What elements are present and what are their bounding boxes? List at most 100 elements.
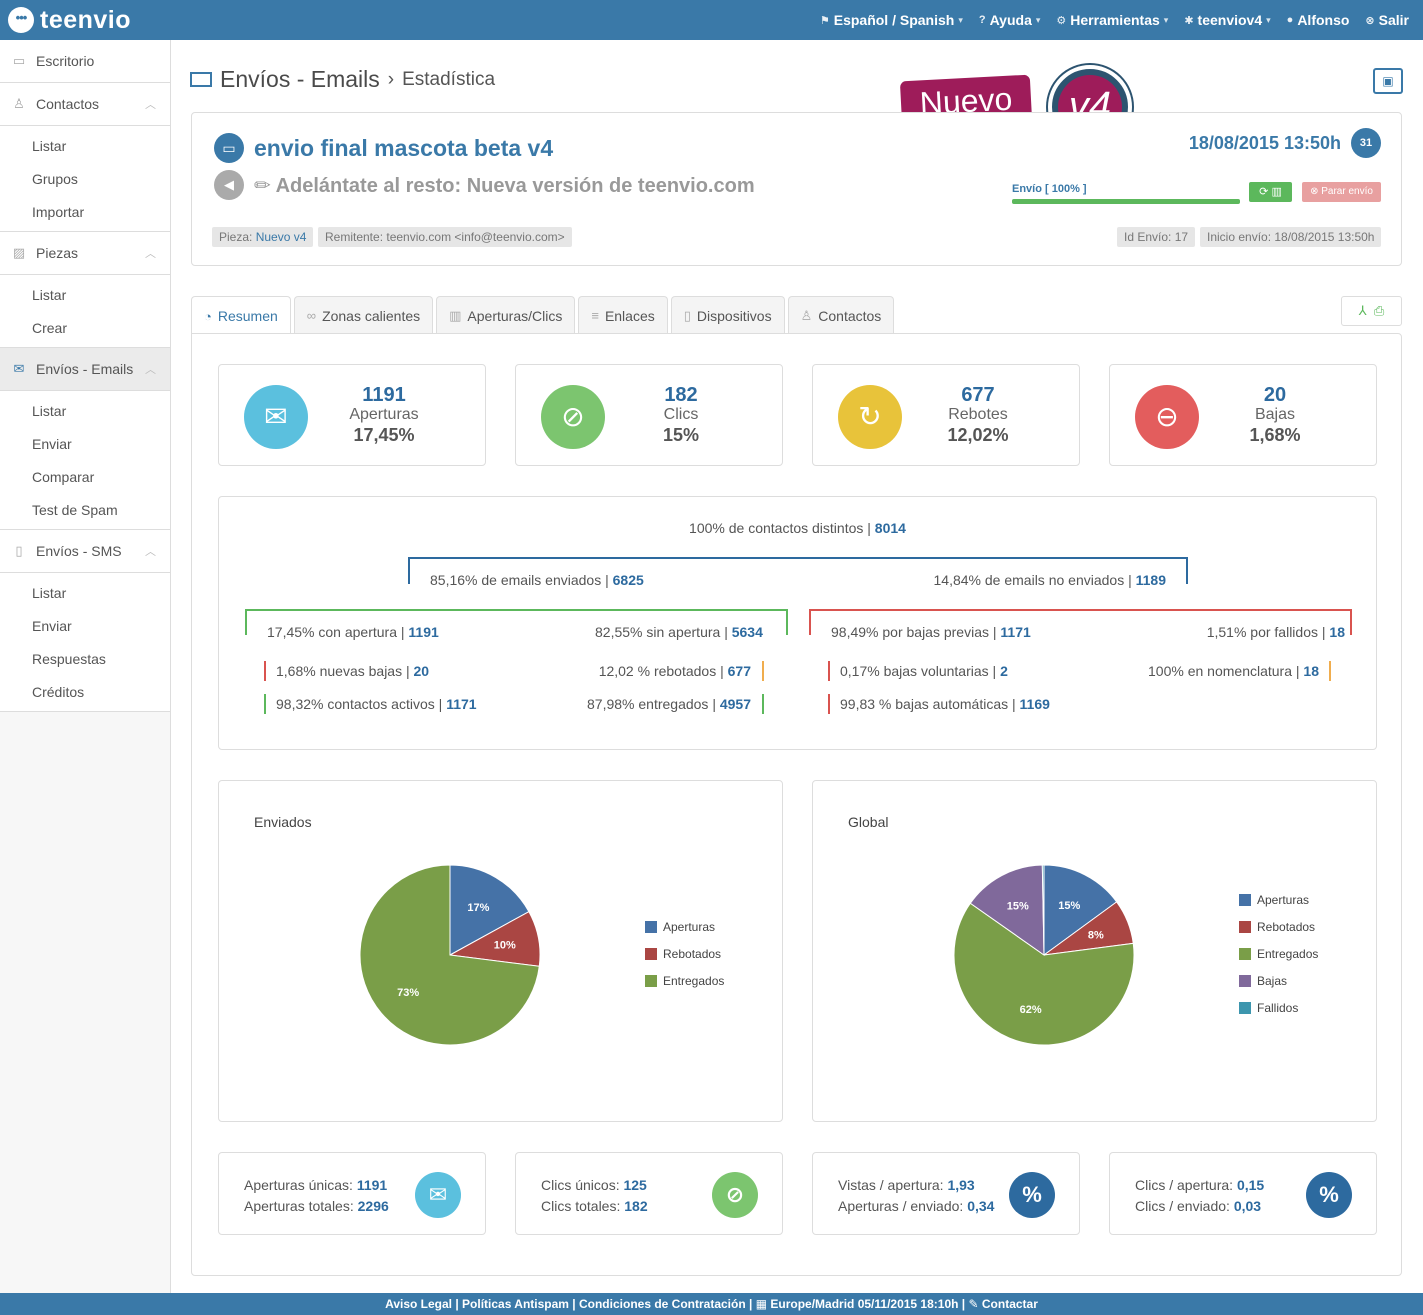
sidebar-item-emails-listar[interactable]: Listar	[32, 402, 67, 419]
flow-bracket-top	[408, 557, 1188, 584]
sidebar-item-piezas-crear[interactable]: Crear	[32, 319, 68, 336]
flow-entregados: 87,98% entregados | 4957	[587, 696, 751, 712]
stat-percent: 17,45%	[353, 425, 415, 445]
chevron-up-icon: ︿	[145, 364, 156, 376]
caret-down-icon: ▾	[1163, 14, 1169, 25]
account-menu[interactable]: ✱ teenviov4 ▾	[1184, 12, 1271, 28]
pie-chart-global: 15% 8% 62% 15%	[953, 864, 1135, 1046]
flow-bajas-previas: 98,49% por bajas previas | 1171	[831, 624, 1031, 640]
chart-title: Enviados	[254, 814, 312, 830]
pie-slice-bajas[interactable]	[969, 864, 1045, 956]
sidebar-item-sms-enviar[interactable]: Enviar	[32, 617, 72, 634]
sidebar-section-envios-sms[interactable]: ▯ Envíos - SMS ︿	[0, 530, 170, 573]
sidebar-item-escritorio[interactable]: ▭ Escritorio	[0, 40, 170, 83]
stat-label: Bajas	[1254, 406, 1296, 423]
footer[interactable]: Aviso Legal | Políticas Antispam | Condi…	[0, 1293, 1423, 1315]
legend-label: Rebotados	[1257, 919, 1316, 934]
stat-value: 677	[961, 384, 995, 406]
breadcrumb: Envíos - Emails › Estadística	[190, 66, 495, 93]
tab-enlaces[interactable]: ≡ Enlaces	[578, 296, 668, 334]
chart-legend: Aperturas Rebotados Entregados Bajas Fallido…	[1239, 886, 1318, 1021]
presentation-icon[interactable]: ▣	[1373, 68, 1403, 94]
sidebar-section-envios-emails[interactable]: ✉ Envíos - Emails ︿	[0, 348, 170, 391]
caret-down-icon: ▾	[1266, 14, 1271, 25]
legend-swatch	[1239, 920, 1251, 933]
bar-chart-icon: ▥	[449, 307, 462, 323]
legend-item[interactable]: Rebotados	[645, 940, 724, 967]
pie-slice-entregados[interactable]	[359, 864, 540, 1046]
sidebar-item-sms-respuestas[interactable]: Respuestas	[32, 650, 106, 667]
print-icon[interactable]: ⎙	[1373, 303, 1385, 318]
sidebar-item-piezas-listar[interactable]: Listar	[32, 286, 67, 303]
calendar-icon[interactable]: 31	[1351, 128, 1381, 158]
tab-dispositivos[interactable]: ▯ Dispositivos	[670, 296, 785, 334]
user-link[interactable]: ● Alfonso	[1286, 12, 1350, 28]
sidebar-sublist-piezas: Listar Crear	[0, 275, 170, 348]
sidebar-item-contactos-importar[interactable]: Importar	[32, 203, 85, 220]
legend-item[interactable]: Rebotados	[1239, 913, 1318, 940]
flow-marker	[264, 694, 266, 714]
bar-chart-icon: ▥	[1271, 186, 1282, 198]
megaphone-icon: ◀	[214, 170, 244, 200]
flag-icon: ⚑	[819, 14, 830, 27]
send-progress-fill	[1012, 199, 1240, 204]
legend-item[interactable]: Bajas	[1239, 967, 1318, 994]
sidebar-item-emails-enviar[interactable]: Enviar	[32, 435, 72, 452]
logout-link[interactable]: ⊗ Salir	[1365, 12, 1409, 28]
legend-item[interactable]: Aperturas	[645, 913, 724, 940]
page-title[interactable]: Envíos - Emails	[220, 66, 380, 92]
bottom-card-aperturas: Aperturas únicas: 1191 Aperturas totales:…	[218, 1152, 486, 1235]
legend-item[interactable]: Entregados	[1239, 940, 1318, 967]
sidebar-sublist-contactos: Listar Grupos Importar	[0, 126, 170, 232]
flow-marker	[264, 661, 266, 681]
tab-contactos[interactable]: ♙ Contactos	[787, 296, 895, 334]
sidebar-sublist-envios-emails: Listar Enviar Comparar Test de Spam	[0, 391, 170, 530]
refresh-stats-button[interactable]: ⟳ ▥	[1249, 182, 1292, 202]
pie-slice-aperturas[interactable]	[449, 864, 530, 956]
help-menu[interactable]: ? Ayuda ▾	[978, 12, 1041, 28]
stat-label: Rebotes	[948, 406, 1008, 423]
tab-resumen[interactable]: ◔ Resumen	[191, 296, 291, 335]
sidebar-item-sms-listar[interactable]: Listar	[32, 584, 67, 601]
legend-label: Rebotados	[663, 946, 722, 961]
legend-item[interactable]: Fallidos	[1239, 994, 1318, 1021]
language-menu[interactable]: ⚑ Español / Spanish ▾	[819, 12, 963, 28]
sidebar-item-contactos-grupos[interactable]: Grupos	[32, 170, 78, 187]
sidebar-item-emails-test-spam[interactable]: Test de Spam	[32, 501, 118, 518]
pieza-link[interactable]: Nuevo v4	[255, 230, 307, 244]
flow-rebotados: 12,02 % rebotados | 677	[598, 663, 751, 679]
top-nav: ⚑ Español / Spanish ▾ ? Ayuda ▾ ⚙ Herramienta…	[820, 0, 1409, 40]
sidebar-section-piezas[interactable]: ▨ Piezas ︿	[0, 232, 170, 275]
bottom-card-ratios: Clics / apertura: 0,15 Clics / enviado: 0…	[1109, 1152, 1377, 1235]
flow-enviados: 85,16% de emails enviados | 6825	[430, 572, 644, 588]
envio-date: 18/08/2015 13:50h	[1188, 133, 1341, 153]
flow-marker	[762, 661, 764, 681]
sidebar-item-contactos-listar[interactable]: Listar	[32, 137, 67, 154]
legend-item[interactable]: Entregados	[645, 967, 724, 994]
sidebar-item-emails-comparar[interactable]: Comparar	[32, 468, 95, 485]
stat-label: Clics	[663, 406, 699, 423]
sidebar-section-contactos[interactable]: ♙ Contactos ︿	[0, 83, 170, 126]
breadcrumb-current: Estadística	[402, 68, 496, 90]
tab-aperturas-clics[interactable]: ▥ Aperturas/Clics	[436, 296, 576, 334]
pie-slice-entregados[interactable]	[953, 902, 1135, 1046]
logo[interactable]: ••• teenvio	[8, 6, 131, 34]
tools-menu[interactable]: ⚙ Herramientas ▾	[1056, 12, 1169, 28]
stop-send-button[interactable]: ⊗ Parar envío	[1302, 182, 1381, 202]
legend-swatch	[645, 974, 657, 987]
phone-icon: ▯	[15, 543, 23, 558]
contacts-flow-card: 100% de contactos distintos | 8014 85,16…	[218, 496, 1377, 750]
monitor-icon: ▭	[12, 53, 26, 68]
legend-item[interactable]: Aperturas	[1239, 886, 1318, 913]
flow-bracket-red	[809, 609, 1352, 635]
legend-label: Fallidos	[1257, 1000, 1299, 1015]
refresh-icon: ⟳	[1259, 186, 1269, 198]
sidebar-item-sms-creditos[interactable]: Créditos	[32, 683, 85, 700]
tab-zonas-calientes[interactable]: ∞ Zonas calientes	[293, 296, 434, 334]
pie-data-label: 73%	[397, 987, 419, 999]
gear-icon: ⚙	[1056, 14, 1067, 27]
pdf-icon[interactable]: ⅄	[1358, 303, 1367, 318]
pie-data-label: 17%	[467, 902, 489, 914]
pie-slice-fallidos[interactable]	[1041, 864, 1045, 956]
pie-slice-aperturas[interactable]	[1043, 864, 1118, 956]
